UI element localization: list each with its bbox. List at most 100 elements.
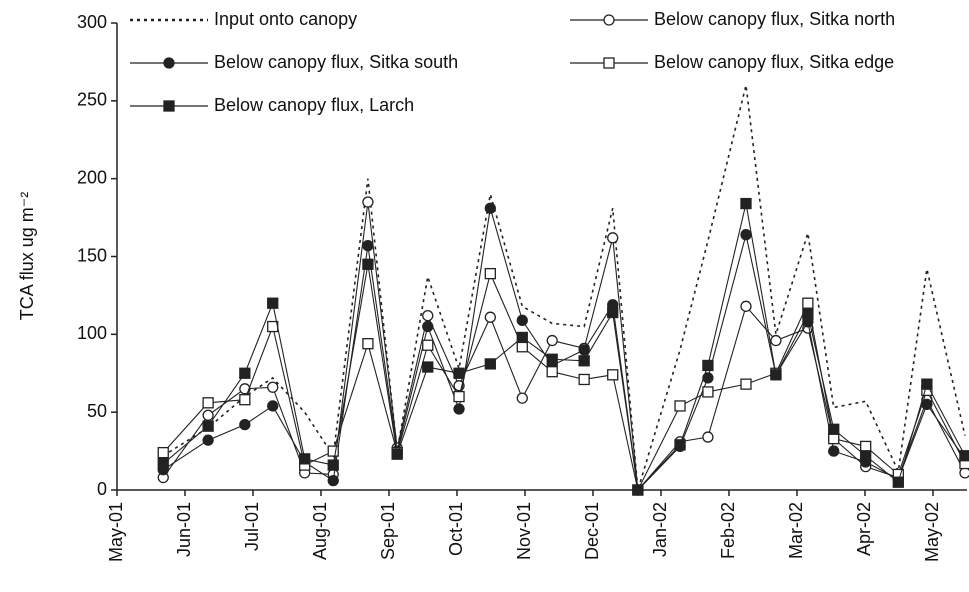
- legend-marker: [603, 57, 615, 69]
- y-axis-label: TCA flux ug m⁻²: [17, 192, 37, 321]
- point: [546, 334, 558, 347]
- point: [267, 381, 279, 393]
- point: [740, 378, 752, 390]
- legend-label: Below canopy flux, Larch: [214, 95, 414, 115]
- legend-marker: [163, 57, 175, 69]
- point: [422, 361, 434, 373]
- point: [484, 267, 496, 280]
- x-tick-label: Aug-01: [310, 502, 330, 560]
- point: [702, 431, 714, 443]
- legend-label: Below canopy flux, Sitka edge: [654, 52, 894, 72]
- point: [516, 314, 528, 326]
- point: [267, 400, 279, 412]
- point: [674, 439, 686, 451]
- point: [327, 475, 339, 487]
- point: [484, 311, 496, 323]
- point: [607, 306, 619, 319]
- point: [828, 423, 840, 435]
- y-tick-label: 0: [97, 479, 107, 499]
- point: [484, 202, 496, 214]
- x-tick-label: Jan-02: [650, 502, 670, 557]
- point: [327, 445, 339, 457]
- point: [422, 310, 434, 322]
- point: [892, 476, 904, 488]
- y-tick-label: 250: [77, 90, 107, 110]
- point: [202, 409, 214, 421]
- x-tick-label: Oct-01: [446, 502, 466, 556]
- point: [516, 341, 528, 353]
- series-line: [162, 271, 966, 492]
- point: [327, 459, 339, 471]
- point: [740, 229, 752, 241]
- point: [740, 197, 752, 210]
- point: [202, 420, 214, 432]
- point: [157, 457, 169, 470]
- point: [828, 432, 840, 445]
- point: [453, 390, 465, 403]
- legend-label: Below canopy flux, Sitka south: [214, 52, 458, 72]
- x-tick-label: May-02: [922, 502, 942, 562]
- point: [239, 367, 251, 379]
- legend-marker: [603, 14, 615, 26]
- point: [802, 308, 814, 320]
- point: [770, 334, 782, 347]
- x-tick-label: Jul-01: [242, 502, 262, 551]
- point: [546, 366, 558, 378]
- point: [239, 394, 251, 406]
- point: [484, 358, 496, 370]
- point: [202, 434, 214, 446]
- point: [202, 397, 214, 409]
- series-line: [162, 203, 966, 492]
- point: [546, 353, 558, 365]
- point: [607, 369, 619, 381]
- point: [674, 400, 686, 412]
- legend-marker: [163, 100, 175, 112]
- point: [267, 297, 279, 309]
- x-tick-label: Nov-01: [514, 502, 534, 560]
- point: [422, 339, 434, 351]
- point: [239, 418, 251, 431]
- y-tick-label: 100: [77, 323, 107, 343]
- point: [267, 320, 279, 333]
- point: [157, 446, 169, 459]
- point: [362, 239, 374, 252]
- point: [578, 344, 590, 356]
- x-tick-label: Jun-01: [174, 502, 194, 557]
- x-tick-label: Mar-02: [786, 502, 806, 559]
- x-tick-label: May-01: [106, 502, 126, 562]
- point: [391, 448, 403, 460]
- point: [959, 450, 969, 462]
- point: [578, 355, 590, 367]
- point: [702, 372, 714, 384]
- point: [516, 392, 528, 404]
- point: [770, 369, 782, 381]
- point: [921, 378, 933, 390]
- x-tick-label: Sep-01: [378, 502, 398, 560]
- point: [362, 338, 374, 350]
- y-tick-label: 50: [87, 401, 107, 421]
- x-tick-label: Apr-02: [854, 502, 874, 556]
- point: [516, 331, 528, 344]
- point: [959, 467, 969, 479]
- y-tick-label: 300: [77, 12, 107, 32]
- point: [362, 258, 374, 270]
- point: [422, 320, 434, 333]
- point: [453, 367, 465, 379]
- point: [702, 359, 714, 372]
- point: [362, 196, 374, 208]
- point: [239, 383, 251, 395]
- point: [702, 386, 714, 398]
- point: [802, 297, 814, 309]
- point: [578, 373, 590, 386]
- x-tick-label: Feb-02: [718, 502, 738, 559]
- x-tick-label: Dec-01: [582, 502, 602, 560]
- point: [860, 450, 872, 462]
- point: [740, 300, 752, 312]
- point: [453, 403, 465, 415]
- y-tick-label: 150: [77, 245, 107, 265]
- point: [299, 453, 311, 465]
- point: [828, 445, 840, 457]
- legend-label: Input onto canopy: [214, 9, 357, 29]
- point: [860, 440, 872, 453]
